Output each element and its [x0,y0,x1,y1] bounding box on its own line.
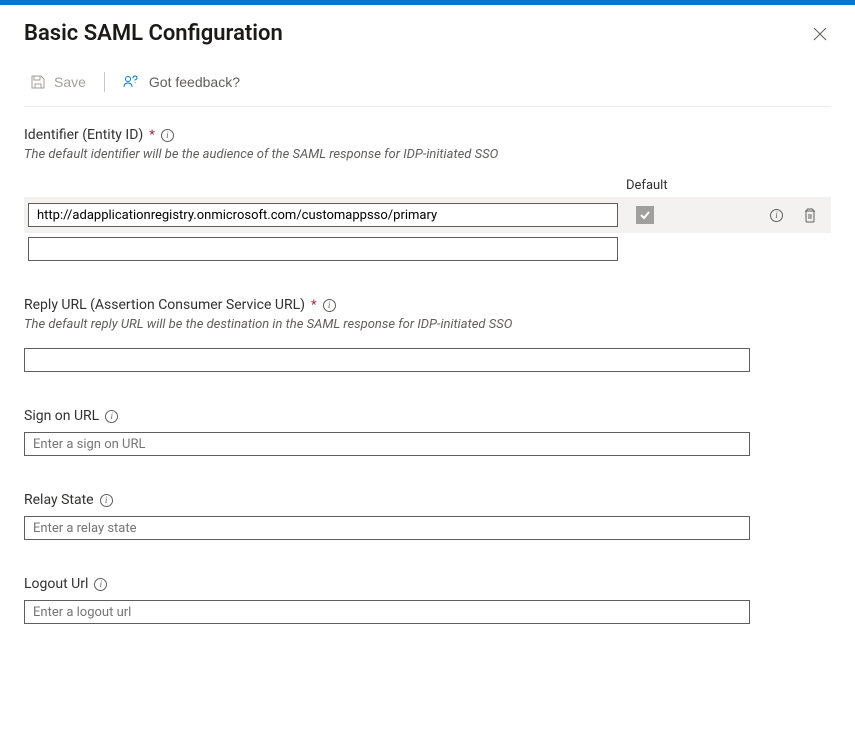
content-area: Identifier (Entity ID) * i The default i… [0,107,855,624]
relay-state-input[interactable] [24,516,750,540]
info-icon[interactable]: i [94,578,107,591]
identifier-section: Identifier (Entity ID) * i The default i… [24,127,831,261]
info-icon[interactable]: i [161,129,174,142]
toolbar: Save Got feedback? [0,50,855,106]
relay-state-label: Relay State [24,492,94,508]
default-column-label: Default [622,178,668,193]
panel-header: Basic SAML Configuration [0,5,855,50]
info-icon[interactable]: i [323,299,336,312]
close-button[interactable] [809,23,831,50]
sign-on-url-input[interactable] [24,432,750,456]
identifier-row: i [24,197,831,233]
feedback-button[interactable]: Got feedback? [117,70,246,94]
reply-url-description: The default reply URL will be the destin… [24,317,831,332]
reply-url-section: Reply URL (Assertion Consumer Service UR… [24,297,831,372]
save-button[interactable]: Save [24,70,92,94]
relay-state-label-row: Relay State i [24,492,831,508]
sign-on-url-label-row: Sign on URL i [24,408,831,424]
identifier-input[interactable] [28,203,618,227]
info-icon[interactable]: i [770,209,783,222]
default-checkbox[interactable] [636,206,654,224]
required-asterisk: * [311,298,317,313]
reply-url-label-row: Reply URL (Assertion Consumer Service UR… [24,297,831,313]
required-asterisk: * [149,128,155,143]
delete-row-button[interactable] [801,205,819,225]
page-title: Basic SAML Configuration [24,21,283,46]
sign-on-url-label: Sign on URL [24,408,99,424]
row-actions: i [768,205,823,225]
relay-state-section: Relay State i [24,492,831,540]
logout-url-input[interactable] [24,600,750,624]
identifier-columns-header: Default [24,178,831,193]
info-icon[interactable]: i [105,410,118,423]
identifier-label: Identifier (Entity ID) [24,127,143,143]
sign-on-url-section: Sign on URL i [24,408,831,456]
reply-url-label: Reply URL (Assertion Consumer Service UR… [24,297,305,313]
feedback-icon [123,74,141,90]
identifier-description: The default identifier will be the audie… [24,147,831,162]
info-icon[interactable]: i [100,494,113,507]
save-icon [30,74,46,90]
identifier-input[interactable] [28,237,618,261]
close-icon [813,27,827,41]
identifier-row [24,237,831,261]
toolbar-separator [104,72,105,92]
column-spacer [24,178,622,193]
feedback-label: Got feedback? [149,74,240,90]
logout-url-label-row: Logout Url i [24,576,831,592]
identifier-label-row: Identifier (Entity ID) * i [24,127,831,143]
logout-url-section: Logout Url i [24,576,831,624]
reply-url-input[interactable] [24,348,750,372]
trash-icon [803,207,817,223]
checkmark-icon [639,209,651,221]
save-label: Save [54,74,86,90]
logout-url-label: Logout Url [24,576,88,592]
